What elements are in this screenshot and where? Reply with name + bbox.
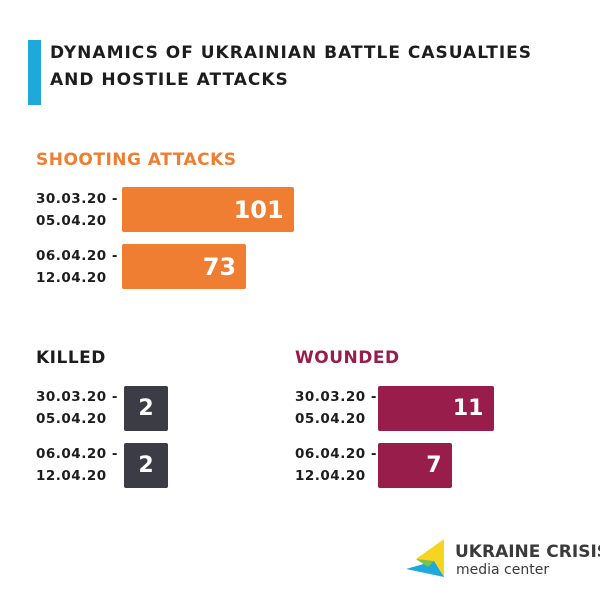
- killed-value-2: 2: [138, 453, 154, 478]
- shooting-value-1: 101: [233, 195, 284, 224]
- ukraine-crisis-logo-icon: [406, 539, 444, 577]
- shooting-section-title: Shooting attacks: [36, 150, 237, 170]
- killed-bar-1: 2: [124, 386, 168, 431]
- wounded-bar-1: 11: [378, 386, 494, 431]
- killed-section-title: Killed: [36, 348, 106, 368]
- killed-date-label-2: 06.04.20 - 12.04.20: [36, 446, 118, 484]
- title-accent-bar: [28, 40, 41, 105]
- logo-title: UKRAINE CRISIS: [455, 542, 600, 562]
- wounded-value-1: 11: [452, 396, 484, 421]
- page-title: Dynamics of Ukrainian battle casualties …: [50, 43, 533, 90]
- killed-bar-2: 2: [124, 443, 168, 488]
- wounded-value-2: 7: [426, 453, 442, 478]
- killed-date-label-1: 30.03.20 - 05.04.20: [36, 389, 118, 427]
- logo-subtitle: media center: [456, 562, 550, 578]
- shooting-bar-2: 73: [122, 244, 247, 289]
- wounded-date-label-1: 30.03.20 - 05.04.20: [295, 389, 377, 427]
- shooting-date-label-2: 06.04.20 - 12.04.20: [36, 248, 118, 286]
- shooting-bar-1: 101: [122, 187, 294, 232]
- wounded-bar-2: 7: [378, 443, 452, 488]
- shooting-value-2: 73: [202, 252, 237, 281]
- wounded-date-label-2: 06.04.20 - 12.04.20: [295, 446, 377, 484]
- wounded-section-title: Wounded: [295, 348, 400, 368]
- shooting-date-label-1: 30.03.20 - 05.04.20: [36, 191, 118, 229]
- killed-value-1: 2: [138, 396, 154, 421]
